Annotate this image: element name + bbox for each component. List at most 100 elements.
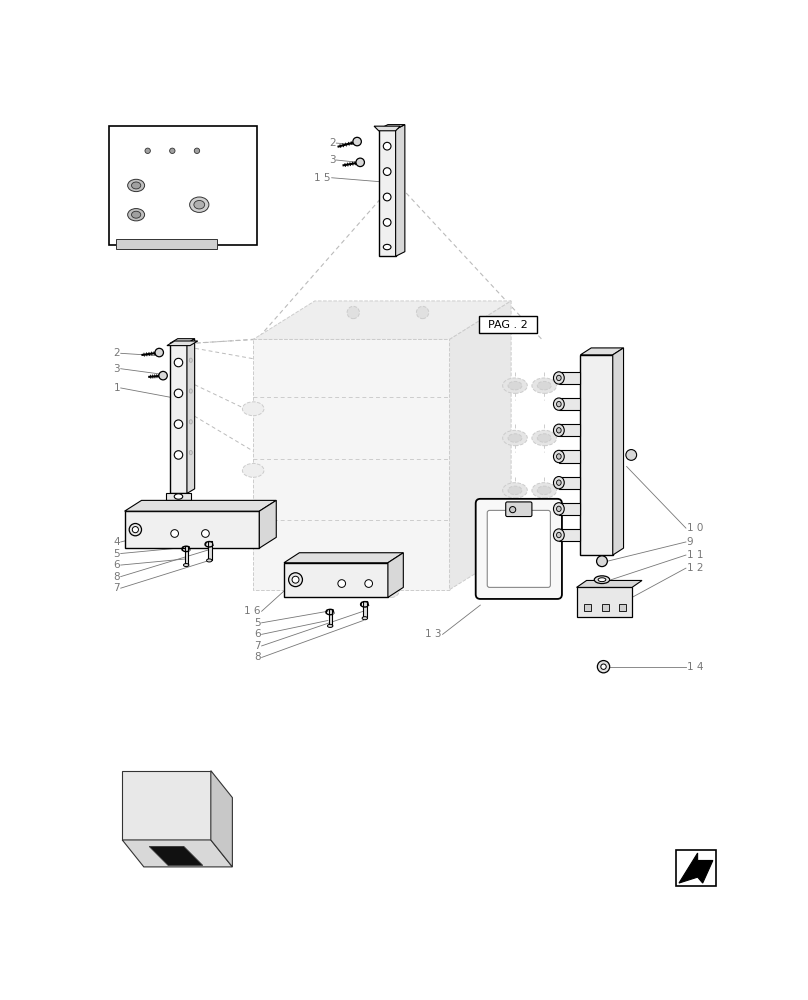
Circle shape: [347, 306, 360, 319]
Bar: [109, 126, 257, 245]
Ellipse shape: [189, 420, 192, 424]
Ellipse shape: [190, 197, 209, 212]
Circle shape: [170, 148, 175, 153]
Bar: [577, 587, 632, 617]
Polygon shape: [679, 853, 713, 883]
Ellipse shape: [557, 480, 562, 485]
Circle shape: [383, 142, 391, 150]
Polygon shape: [388, 553, 403, 597]
Ellipse shape: [194, 200, 204, 209]
Bar: [364, 601, 367, 618]
Polygon shape: [253, 301, 511, 339]
Text: 5: 5: [255, 618, 261, 628]
Bar: [602, 604, 609, 611]
Ellipse shape: [557, 532, 562, 538]
Ellipse shape: [242, 525, 264, 539]
Polygon shape: [124, 511, 259, 548]
Ellipse shape: [242, 402, 264, 416]
Polygon shape: [580, 348, 624, 355]
Bar: [479, 316, 537, 333]
Text: 3: 3: [329, 155, 335, 165]
Ellipse shape: [362, 617, 368, 620]
Text: 1 2: 1 2: [687, 563, 703, 573]
Bar: [619, 604, 626, 611]
Bar: [676, 850, 716, 886]
Ellipse shape: [327, 624, 333, 627]
Text: 7: 7: [255, 641, 261, 651]
Text: 6: 6: [255, 629, 261, 639]
Ellipse shape: [189, 451, 192, 455]
Ellipse shape: [503, 378, 528, 393]
FancyBboxPatch shape: [476, 499, 562, 599]
Ellipse shape: [508, 434, 522, 442]
Polygon shape: [211, 771, 233, 867]
Polygon shape: [612, 348, 624, 555]
Polygon shape: [167, 341, 198, 346]
Polygon shape: [559, 450, 580, 463]
Polygon shape: [170, 339, 195, 343]
Text: 8: 8: [113, 572, 120, 582]
Polygon shape: [374, 126, 400, 131]
Polygon shape: [559, 529, 580, 541]
Ellipse shape: [503, 483, 528, 498]
Circle shape: [338, 582, 353, 597]
Circle shape: [175, 420, 183, 428]
Circle shape: [133, 527, 138, 533]
Circle shape: [596, 556, 608, 567]
Ellipse shape: [553, 372, 564, 384]
Polygon shape: [170, 343, 187, 493]
Circle shape: [159, 371, 167, 380]
Bar: [116, 239, 217, 249]
Text: 4: 4: [113, 537, 120, 547]
Polygon shape: [577, 580, 642, 587]
Text: 2: 2: [113, 348, 120, 358]
Circle shape: [145, 148, 150, 153]
Ellipse shape: [553, 398, 564, 410]
Ellipse shape: [508, 486, 522, 495]
Circle shape: [597, 661, 610, 673]
Circle shape: [353, 137, 361, 146]
Polygon shape: [187, 339, 195, 493]
FancyBboxPatch shape: [487, 510, 550, 587]
Text: PAG . 2: PAG . 2: [488, 320, 528, 330]
Text: 8: 8: [255, 652, 261, 662]
Polygon shape: [124, 500, 276, 511]
Polygon shape: [559, 477, 580, 489]
Bar: [584, 604, 591, 611]
Ellipse shape: [532, 535, 557, 550]
Ellipse shape: [553, 529, 564, 541]
Circle shape: [383, 193, 391, 201]
Ellipse shape: [503, 430, 528, 446]
Polygon shape: [396, 125, 405, 256]
Ellipse shape: [132, 182, 141, 189]
Polygon shape: [253, 339, 449, 590]
Circle shape: [384, 582, 399, 597]
Ellipse shape: [537, 381, 551, 390]
Text: 2: 2: [329, 138, 335, 148]
Polygon shape: [259, 500, 276, 548]
Ellipse shape: [508, 538, 522, 547]
Ellipse shape: [553, 424, 564, 436]
Polygon shape: [379, 129, 396, 256]
Text: 1 6: 1 6: [244, 606, 261, 616]
Circle shape: [626, 450, 637, 460]
Ellipse shape: [557, 454, 562, 459]
Ellipse shape: [383, 244, 391, 250]
Ellipse shape: [557, 428, 562, 433]
Circle shape: [601, 664, 606, 669]
Polygon shape: [122, 840, 233, 867]
Circle shape: [155, 348, 163, 357]
Polygon shape: [559, 372, 580, 384]
Ellipse shape: [594, 576, 610, 584]
Ellipse shape: [557, 375, 562, 381]
Circle shape: [175, 451, 183, 459]
Circle shape: [292, 582, 307, 597]
Polygon shape: [559, 398, 580, 410]
Polygon shape: [559, 424, 580, 436]
Circle shape: [356, 158, 364, 167]
Ellipse shape: [183, 564, 189, 567]
Bar: [185, 546, 188, 565]
Ellipse shape: [557, 401, 562, 407]
Polygon shape: [149, 846, 203, 865]
Polygon shape: [284, 563, 388, 597]
